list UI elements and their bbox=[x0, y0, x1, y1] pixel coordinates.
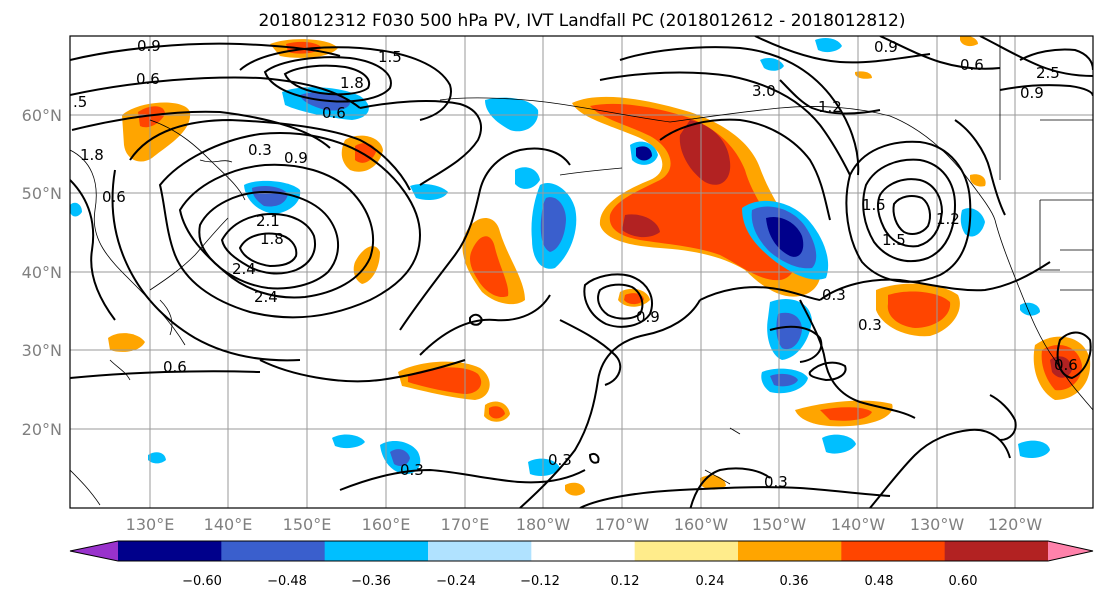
colorbar-tick-label: −0.36 bbox=[351, 574, 391, 589]
contour-label: 0.3 bbox=[858, 316, 882, 334]
contour-label: 0.9 bbox=[636, 308, 660, 326]
lat-label: 30°N bbox=[22, 341, 62, 360]
colorbar-segment bbox=[118, 541, 222, 561]
contour-label: 1.8 bbox=[260, 230, 284, 248]
lat-label: 60°N bbox=[22, 106, 62, 125]
contour-label: 3.0 bbox=[752, 82, 776, 100]
contour-label: 0.6 bbox=[960, 56, 984, 74]
shading-layer bbox=[70, 36, 1091, 496]
contour-label: 1.2 bbox=[818, 98, 842, 116]
map-frame bbox=[69, 35, 1094, 509]
contour-label: 0.3 bbox=[822, 286, 846, 304]
colorbar-segment bbox=[221, 541, 326, 561]
contour-label: 0.9 bbox=[1020, 84, 1044, 102]
colorbar-tick-label: 0.12 bbox=[611, 574, 640, 589]
lon-label: 150°E bbox=[283, 515, 332, 534]
contour-label: 0.6 bbox=[1054, 356, 1078, 374]
map-panel: 0.9 0.6 1.5 1.8 0.6 .5 1.8 0.3 0.9 2.1 1… bbox=[69, 35, 1094, 509]
contour-label: 1.5 bbox=[378, 48, 402, 66]
colorbar-tick-label: −0.12 bbox=[520, 574, 560, 589]
contour-label: 0.3 bbox=[764, 473, 788, 491]
coastlines bbox=[70, 36, 1093, 506]
lon-label: 120°W bbox=[988, 515, 1043, 534]
contour-label: 0.6 bbox=[322, 104, 346, 122]
colorbar-tick-label: 0.60 bbox=[949, 574, 978, 589]
pv-contours bbox=[70, 36, 1093, 508]
colorbar-segment bbox=[944, 541, 1049, 561]
colorbar-tick-label: 0.48 bbox=[865, 574, 894, 589]
lon-label: 180°W bbox=[516, 515, 571, 534]
colorbar-tick-label: −0.48 bbox=[267, 574, 307, 589]
contour-label: 2.4 bbox=[254, 288, 278, 306]
contour-label: 0.9 bbox=[137, 37, 161, 55]
lon-label: 160°W bbox=[674, 515, 729, 534]
colorbar-tick-label: 0.36 bbox=[780, 574, 809, 589]
colorbar-tick-label: −0.60 bbox=[182, 574, 222, 589]
colorbar-ticks: −0.60 −0.48 −0.36 −0.24 −0.12 0.12 0.24 … bbox=[182, 574, 977, 589]
lon-label: 160°E bbox=[362, 515, 411, 534]
lat-label: 20°N bbox=[22, 420, 62, 439]
colorbar-tick-label: −0.24 bbox=[436, 574, 476, 589]
lon-label: 140°W bbox=[831, 515, 886, 534]
contour-label: 0.6 bbox=[102, 188, 126, 206]
lon-label: 170°E bbox=[441, 515, 490, 534]
longitude-labels: 130°E 140°E 150°E 160°E 170°E 180°W 170°… bbox=[126, 515, 1043, 534]
lon-label: 150°W bbox=[752, 515, 807, 534]
colorbar-extend-high bbox=[1048, 541, 1093, 561]
contour-label: 0.6 bbox=[136, 70, 160, 88]
contour-label: 1.5 bbox=[862, 196, 886, 214]
colorbar-segment bbox=[738, 541, 842, 561]
colorbar-segment bbox=[428, 541, 532, 561]
colorbar bbox=[69, 540, 1094, 562]
colorbar-tick-label: 0.24 bbox=[696, 574, 725, 589]
lon-label: 140°E bbox=[204, 515, 253, 534]
contour-label: .5 bbox=[73, 93, 87, 111]
colorbar-outline bbox=[69, 540, 1094, 562]
colorbar-segment bbox=[324, 541, 429, 561]
contour-label: 1.2 bbox=[936, 210, 960, 228]
contour-label: 0.3 bbox=[248, 141, 272, 159]
contour-label: 1.8 bbox=[80, 146, 104, 164]
lon-label: 170°W bbox=[595, 515, 650, 534]
contour-label: 1.8 bbox=[340, 74, 364, 92]
colorbar-segment bbox=[841, 541, 946, 561]
lat-label: 40°N bbox=[22, 263, 62, 282]
lat-label: 50°N bbox=[22, 184, 62, 203]
contour-label: 0.9 bbox=[874, 38, 898, 56]
figure-title: 2018012312 F030 500 hPa PV, IVT Landfall… bbox=[258, 11, 905, 31]
contour-label: 2.1 bbox=[256, 212, 280, 230]
contour-label: 2.5 bbox=[1036, 64, 1060, 82]
contour-label: 0.9 bbox=[284, 149, 308, 167]
latitude-labels: 60°N 50°N 40°N 30°N 20°N bbox=[22, 106, 62, 439]
contour-label: 0.6 bbox=[163, 358, 187, 376]
contour-label-layer: 0.9 0.6 1.5 1.8 0.6 .5 1.8 0.3 0.9 2.1 1… bbox=[73, 37, 1078, 491]
colorbar-segment bbox=[634, 541, 739, 561]
positive-anomaly-gulf-alaska-peak bbox=[679, 120, 731, 185]
contour-label: 1.5 bbox=[882, 231, 906, 249]
lon-label: 130°W bbox=[910, 515, 965, 534]
lon-label: 130°E bbox=[126, 515, 175, 534]
graticule bbox=[70, 36, 1093, 508]
colorbar-extend-low bbox=[70, 541, 118, 561]
contour-label: 2.4 bbox=[232, 260, 256, 278]
colorbar-segment bbox=[531, 541, 636, 561]
contour-label: 0.3 bbox=[548, 451, 572, 469]
contour-label: 0.3 bbox=[400, 461, 424, 479]
